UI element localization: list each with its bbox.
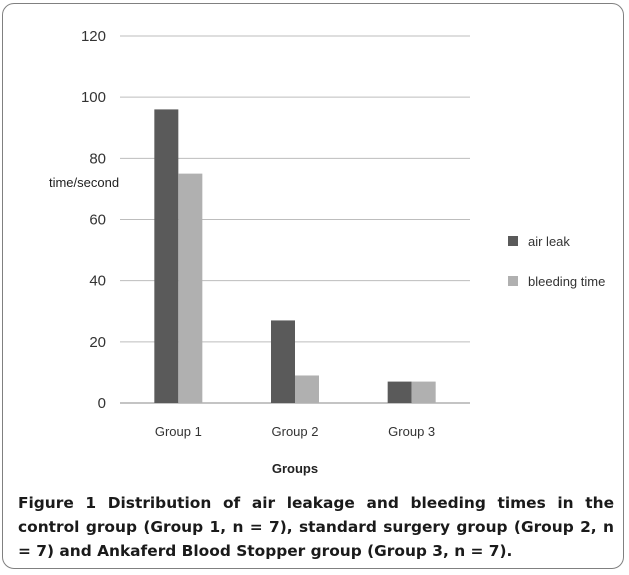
legend-label-air-leak: air leak (528, 234, 570, 249)
y-tick-label-120: 120 (81, 28, 106, 45)
x-axis-label: Groups (272, 461, 318, 476)
x-tick-label-1: Group 1 (155, 424, 202, 439)
figure-caption-label: Figure 1 (18, 494, 97, 512)
figure-caption-text: Distribution of air leakage and bleeding… (18, 494, 615, 560)
y-tick-label-20: 20 (89, 334, 106, 351)
bar-bleeding-time-3 (411, 381, 436, 403)
y-tick-label-0: 0 (98, 395, 106, 412)
bar-chart: 0 20 40 60 80 100 120 time/second Group 1 Group 2… (49, 28, 605, 476)
bar-air-leak-2 (271, 320, 295, 403)
bar-air-leak-3 (387, 381, 412, 403)
figure-caption: Figure 1 Distribution of air leakage and… (18, 491, 614, 563)
y-tick-label-100: 100 (81, 89, 106, 106)
x-tick-label-2: Group 2 (272, 424, 319, 439)
legend-swatch-air-leak (508, 236, 518, 246)
y-axis-label: time/second (49, 175, 119, 190)
y-tick-label-80: 80 (89, 150, 106, 167)
x-tick-label-3: Group 3 (388, 424, 435, 439)
bar-bleeding-time-1 (178, 173, 203, 403)
legend-label-bleeding-time: bleeding time (528, 274, 605, 289)
y-tick-label-60: 60 (89, 212, 106, 229)
legend-swatch-bleeding-time (508, 276, 518, 286)
bar-air-leak-1 (154, 109, 179, 404)
bar-bleeding-time-2 (295, 375, 319, 403)
y-tick-label-40: 40 (89, 273, 106, 290)
